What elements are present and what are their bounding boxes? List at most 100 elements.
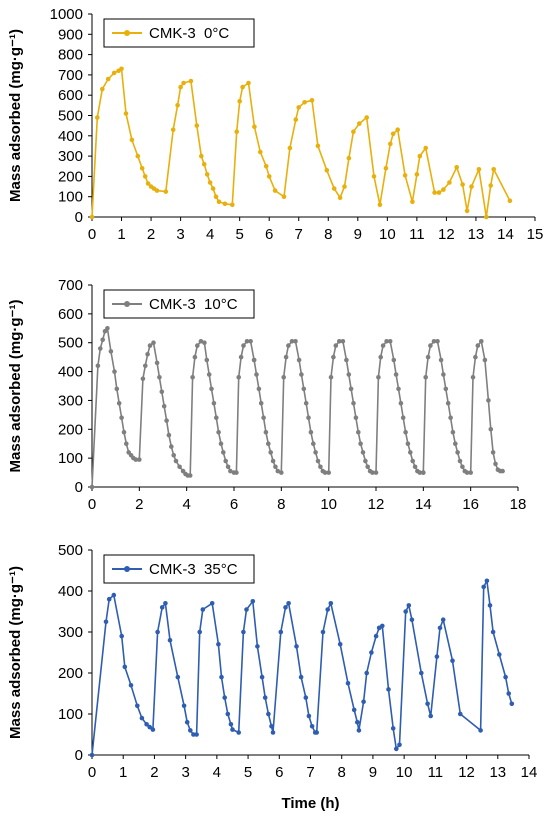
data-point — [378, 354, 384, 360]
data-point — [373, 633, 379, 639]
data-point — [402, 173, 408, 178]
data-point — [364, 670, 370, 676]
data-point — [450, 658, 455, 663]
data-point — [144, 722, 149, 727]
x-tick-label: 14 — [521, 764, 538, 781]
data-point — [340, 339, 346, 344]
data-point — [482, 357, 488, 363]
data-point — [490, 450, 496, 455]
data-point — [105, 326, 110, 331]
data-point — [484, 578, 490, 584]
data-point — [238, 354, 244, 360]
data-point — [283, 605, 288, 610]
data-point — [394, 746, 399, 752]
x-tick-label: 10 — [396, 764, 413, 781]
data-point — [223, 458, 228, 464]
x-tick-label: 0 — [88, 226, 96, 243]
x-tick-label: 6 — [275, 764, 283, 781]
data-point — [198, 339, 204, 344]
x-tick-label: 16 — [462, 496, 479, 513]
data-point — [254, 372, 259, 377]
data-point — [145, 181, 151, 186]
y-tick-label: 200 — [58, 168, 83, 185]
data-point — [423, 145, 429, 151]
data-point — [234, 129, 239, 134]
data-point — [490, 629, 496, 635]
y-tick-label: 400 — [58, 583, 83, 600]
data-point — [201, 161, 207, 167]
data-point — [351, 401, 356, 406]
x-tick-label: 4 — [213, 764, 221, 781]
data-point — [387, 339, 393, 344]
data-point — [191, 732, 196, 737]
data-point — [188, 78, 194, 84]
data-point — [318, 464, 323, 470]
data-point — [370, 470, 375, 475]
data-point — [509, 701, 515, 707]
data-point — [437, 625, 443, 631]
data-point — [468, 470, 474, 475]
data-point — [98, 346, 103, 351]
data-point — [112, 369, 117, 374]
y-tick-label: 200 — [58, 665, 83, 682]
data-point — [406, 603, 412, 608]
data-point — [358, 441, 363, 447]
x-tick-label: 6 — [230, 496, 238, 513]
data-point — [428, 713, 434, 719]
data-point — [207, 180, 213, 185]
data-point — [278, 629, 284, 635]
data-point — [432, 190, 437, 195]
data-point — [325, 607, 331, 612]
data-point — [448, 415, 453, 421]
data-point — [324, 168, 330, 173]
data-point — [412, 464, 418, 470]
data-point — [360, 450, 366, 455]
data-point — [259, 674, 265, 680]
data-point — [266, 441, 271, 447]
data-point — [390, 726, 396, 731]
data-point — [408, 450, 413, 455]
data-point — [119, 633, 124, 639]
data-point — [473, 354, 478, 360]
data-point — [503, 674, 508, 680]
x-tick-label: 2 — [135, 496, 143, 513]
y-tick-label: 200 — [58, 421, 83, 438]
data-point — [89, 484, 95, 490]
data-point — [163, 601, 168, 606]
data-point — [481, 584, 487, 590]
data-point — [116, 401, 122, 406]
x-tick-label: 9 — [369, 764, 377, 781]
data-point — [181, 703, 187, 709]
data-point — [488, 427, 494, 432]
legend-swatch-marker — [124, 30, 130, 36]
data-point — [167, 637, 173, 643]
data-point — [361, 699, 366, 704]
data-point — [326, 470, 332, 475]
y-tick-label: 600 — [58, 306, 83, 323]
data-point — [252, 124, 257, 129]
data-point — [269, 724, 274, 729]
data-point — [234, 470, 239, 475]
data-point — [246, 80, 251, 86]
chart-panel-cmk3-10c: 0 100 200 300 400 500 600 700 0 2 4 6 8 10 12 14 16 18 Mas… — [7, 277, 526, 513]
data-point — [314, 730, 320, 735]
data-point — [157, 375, 162, 380]
data-point — [194, 123, 200, 128]
data-point — [142, 174, 148, 179]
data-point — [225, 464, 231, 470]
data-point — [315, 458, 321, 464]
data-point — [111, 70, 117, 76]
data-point — [100, 86, 105, 92]
data-point — [342, 184, 347, 189]
data-point — [100, 337, 105, 343]
x-tick-label: 8 — [324, 226, 332, 243]
data-point — [371, 174, 377, 179]
data-point — [454, 165, 460, 170]
data-point — [119, 415, 124, 421]
data-point — [159, 605, 165, 610]
data-point — [124, 441, 129, 447]
data-point — [222, 695, 227, 700]
data-point — [250, 599, 256, 604]
